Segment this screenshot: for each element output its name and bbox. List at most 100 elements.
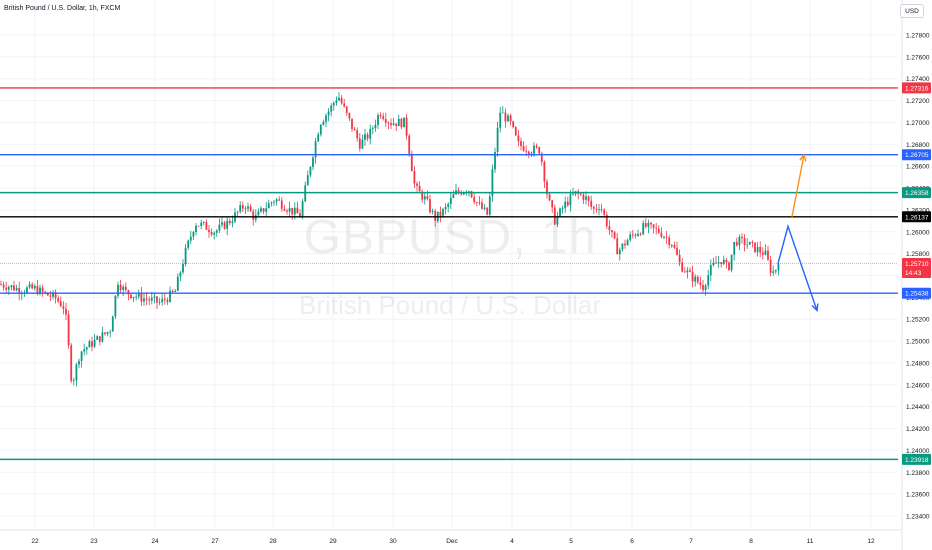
last-price-label: 1.25710 — [905, 261, 929, 268]
y-tick-label: 1.25800 — [906, 251, 930, 258]
candle-body — [650, 222, 652, 225]
x-tick-label: 22 — [31, 538, 39, 545]
candle-body — [356, 130, 359, 139]
candle-body — [306, 175, 309, 186]
x-tick-label: 29 — [329, 538, 337, 545]
candle-body — [767, 250, 769, 260]
candle-body — [184, 247, 187, 264]
candle-body — [621, 243, 624, 250]
x-tick-label: 23 — [90, 538, 98, 545]
candle-body — [582, 194, 585, 200]
candle-body — [392, 123, 395, 126]
y-tick-label: 1.24800 — [906, 360, 930, 367]
candle-body — [93, 339, 96, 347]
candle-body — [210, 232, 213, 235]
candle-body — [509, 115, 512, 122]
candle-body — [605, 214, 608, 227]
candle-body — [743, 238, 746, 246]
candle-body — [738, 236, 741, 246]
level-price-badge — [902, 149, 931, 161]
candle-body — [426, 196, 429, 200]
candle-body — [751, 241, 754, 243]
candle-body — [148, 299, 151, 301]
candle-body — [670, 244, 673, 246]
candle-body — [145, 298, 148, 300]
candle-body — [296, 207, 299, 214]
currency-button[interactable]: USD — [900, 4, 924, 18]
candle-body — [319, 124, 322, 135]
candle-body — [416, 183, 418, 186]
x-tick-label: 24 — [151, 538, 159, 545]
candle-body — [187, 240, 190, 248]
y-tick-label: 1.25200 — [906, 317, 930, 324]
projection-path — [791, 154, 805, 217]
candle-body — [470, 191, 473, 198]
candle-body — [595, 208, 598, 210]
candle-body — [101, 332, 104, 342]
candle-body — [553, 207, 556, 225]
y-tick-label: 1.24400 — [906, 404, 930, 411]
level-price-badge — [902, 187, 931, 199]
candle-body — [543, 161, 546, 182]
level-price-badge — [902, 211, 931, 223]
candle-body — [689, 270, 691, 272]
candle-body — [655, 227, 658, 229]
candle-body — [18, 288, 21, 294]
candle-body — [517, 135, 520, 142]
candle-body — [403, 117, 405, 128]
candle-body — [304, 185, 307, 202]
candle-body — [189, 236, 192, 241]
candle-body — [507, 115, 509, 122]
candle-body — [179, 272, 182, 277]
candle-body — [611, 230, 613, 233]
candle-body — [637, 233, 639, 236]
candle-body — [725, 259, 728, 263]
y-tick-label: 1.27600 — [906, 54, 930, 61]
candle-body — [153, 296, 156, 298]
candle-body — [369, 128, 372, 139]
candle-body — [317, 134, 320, 142]
candle-body — [371, 128, 374, 129]
candle-body — [226, 220, 229, 229]
candle-body — [36, 285, 39, 295]
candle-body — [52, 292, 54, 297]
candle-body — [457, 190, 460, 193]
candle-body — [325, 115, 327, 122]
candle-body — [546, 181, 548, 195]
candle-body — [270, 202, 273, 204]
candle-body — [634, 234, 637, 236]
candle-body — [717, 262, 720, 264]
y-tick-label: 1.26800 — [906, 142, 930, 149]
candle-body — [364, 134, 366, 140]
projection-arrowhead — [811, 303, 819, 313]
candle-body — [166, 299, 169, 302]
candle-body — [265, 208, 268, 212]
candle-body — [644, 223, 647, 227]
candle-body — [379, 115, 382, 117]
candle-body — [59, 301, 62, 307]
candle-body — [676, 247, 678, 255]
x-tick-label: 12 — [867, 538, 875, 545]
candle-body — [366, 134, 369, 139]
candle-body — [496, 127, 499, 152]
candle-body — [44, 291, 47, 293]
candle-body — [85, 347, 88, 350]
candle-body — [15, 288, 18, 291]
candle-body — [91, 341, 93, 347]
candle-body — [652, 224, 655, 228]
candle-body — [499, 112, 502, 128]
candle-body — [130, 294, 132, 299]
candle-body — [514, 127, 517, 136]
candle-body — [267, 203, 270, 209]
candle-body — [598, 209, 600, 210]
watermark-description: British Pound / U.S. Dollar — [298, 290, 601, 320]
candle-body — [65, 308, 67, 315]
x-tick-label: 4 — [510, 538, 514, 545]
candle-body — [96, 336, 99, 340]
candle-body — [761, 252, 764, 255]
candle-body — [481, 202, 483, 209]
x-tick-label: 30 — [389, 538, 397, 545]
last-price-badge — [902, 257, 931, 278]
candle-body — [111, 316, 114, 332]
